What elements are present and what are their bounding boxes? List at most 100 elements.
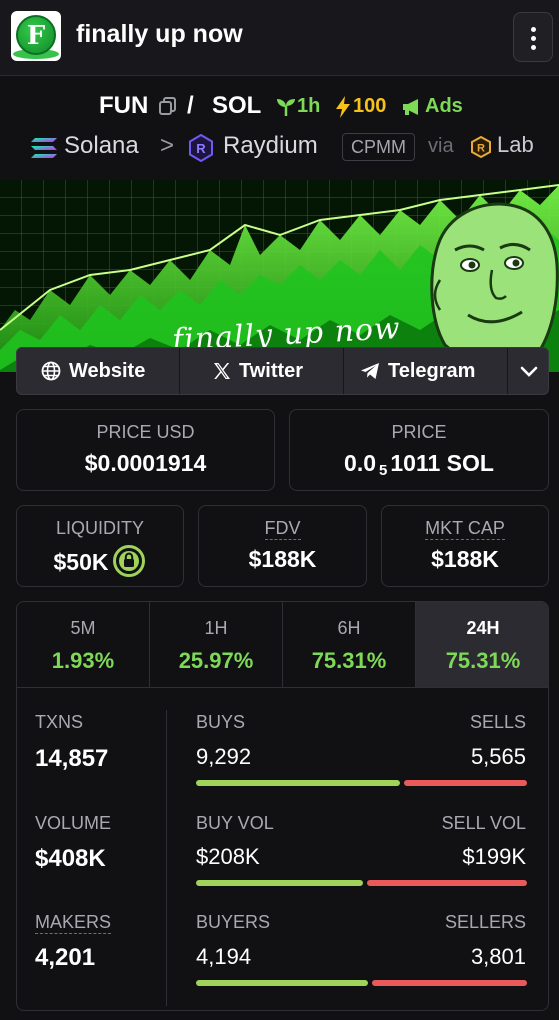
tab-change: 25.97% bbox=[178, 648, 254, 673]
sellers-label: SELLERS bbox=[444, 912, 526, 932]
fdv-card: FDV $188K bbox=[198, 505, 367, 587]
tab-24h[interactable]: 24H 75.31% bbox=[416, 602, 548, 688]
x-logo-icon bbox=[214, 363, 230, 379]
ads-link[interactable]: Ads bbox=[425, 95, 463, 117]
fdv-label: FDV bbox=[199, 518, 366, 540]
chain-row: Solana > R Raydium CPMM via R Lab bbox=[0, 130, 559, 164]
twitter-label: Twitter bbox=[239, 360, 304, 382]
lock-icon[interactable] bbox=[112, 544, 146, 578]
logo-disc: F bbox=[16, 15, 56, 55]
sell-vol-label: SELL VOL bbox=[441, 813, 526, 833]
chevron-down-icon bbox=[520, 366, 538, 377]
liquidity-value: $50K bbox=[17, 544, 183, 578]
fdv-label-text[interactable]: FDV bbox=[264, 518, 301, 540]
menu-dot bbox=[531, 45, 536, 50]
price-usd-card: PRICE USD $0.0001914 bbox=[16, 409, 275, 491]
buy-vol-value: $208K bbox=[196, 844, 260, 869]
makers-label: MAKERS bbox=[35, 912, 112, 934]
twitter-button[interactable]: Twitter bbox=[180, 348, 343, 394]
tab-label: 6H bbox=[337, 618, 361, 638]
makers-label-text[interactable]: MAKERS bbox=[35, 912, 112, 934]
price-prefix: 0.0 bbox=[344, 450, 377, 476]
chain-name[interactable]: Solana bbox=[64, 132, 139, 159]
price-native-value: 0.0 5 1011 SOL bbox=[290, 450, 548, 479]
logo-letter: F bbox=[26, 21, 46, 51]
buy-vol-bar bbox=[196, 880, 363, 886]
market-cap-value: $188K bbox=[431, 546, 499, 572]
svg-text:R: R bbox=[196, 141, 206, 156]
dex-name[interactable]: Raydium bbox=[223, 132, 318, 159]
market-cap-label: MKT CAP bbox=[382, 518, 548, 540]
social-links: Website Twitter Telegram bbox=[16, 347, 549, 395]
market-cap-card: MKT CAP $188K bbox=[381, 505, 549, 587]
liquidity-amount: $50K bbox=[53, 549, 109, 575]
top-bar: F finally up now bbox=[0, 0, 559, 76]
divider bbox=[507, 348, 508, 394]
buys-value: 9,292 bbox=[196, 744, 252, 769]
token-logo[interactable]: F bbox=[11, 11, 61, 61]
website-label: Website bbox=[69, 360, 146, 382]
menu-dot bbox=[531, 27, 536, 32]
stats-panel: 5M 1.93% 1H 25.97% 6H 75.31% 24H 75.31% … bbox=[16, 601, 549, 1011]
divider bbox=[343, 348, 344, 394]
sells-label: SELLS bbox=[469, 712, 526, 732]
fdv-value: $188K bbox=[248, 546, 317, 572]
buy-vol-label: BUY VOL bbox=[196, 813, 274, 833]
telegram-label: Telegram bbox=[388, 360, 476, 382]
solana-icon bbox=[31, 138, 57, 158]
pool-type-badge: CPMM bbox=[342, 133, 415, 161]
quote-symbol: SOL bbox=[212, 92, 262, 119]
buyers-bar bbox=[196, 980, 368, 986]
token-banner: finally up now bbox=[0, 180, 559, 372]
svg-text:R: R bbox=[477, 143, 485, 155]
tab-label: 1H bbox=[204, 618, 228, 638]
tab-change: 75.31% bbox=[445, 648, 521, 673]
pair-row: FUN / SOL 1h 100 Ads bbox=[0, 90, 559, 124]
sellers-bar bbox=[372, 980, 527, 986]
copy-icon[interactable] bbox=[158, 96, 178, 116]
pair-age: 1h bbox=[297, 95, 321, 117]
telegram-icon bbox=[361, 363, 379, 379]
tab-1h[interactable]: 1H 25.97% bbox=[150, 602, 283, 688]
launchpad-name[interactable]: Lab bbox=[497, 132, 534, 157]
wojak-face bbox=[430, 202, 559, 364]
sell-vol-bar bbox=[367, 880, 527, 886]
market-cap-label-text[interactable]: MKT CAP bbox=[425, 518, 505, 540]
website-button[interactable]: Website bbox=[17, 348, 179, 394]
makers-value: 4,201 bbox=[35, 944, 96, 971]
more-links-button[interactable] bbox=[508, 348, 549, 394]
boost-count[interactable]: 100 bbox=[353, 95, 387, 117]
chevron-right-icon: > bbox=[160, 132, 175, 159]
raydium-icon: R bbox=[189, 134, 213, 162]
buyers-label: BUYERS bbox=[196, 912, 271, 932]
sell-vol-value: $199K bbox=[462, 844, 526, 869]
liquidity-label: LIQUIDITY bbox=[55, 518, 144, 538]
price-native-card: PRICE 0.0 5 1011 SOL bbox=[289, 409, 549, 491]
bolt-icon[interactable] bbox=[333, 95, 353, 119]
banner-art bbox=[0, 180, 559, 372]
more-menu-button[interactable] bbox=[513, 12, 553, 62]
menu-dot bbox=[531, 36, 536, 41]
volume-label: VOLUME bbox=[35, 813, 112, 833]
tab-5m[interactable]: 5M 1.93% bbox=[17, 602, 150, 688]
sellers-value: 3,801 bbox=[470, 944, 526, 969]
price-zero-count: 5 bbox=[379, 462, 388, 479]
buys-bar bbox=[196, 780, 400, 786]
sprout-icon bbox=[277, 99, 295, 116]
tab-label: 5M bbox=[70, 618, 96, 638]
tab-change: 1.93% bbox=[51, 648, 115, 673]
megaphone-icon bbox=[403, 99, 418, 115]
buys-label: BUYS bbox=[196, 712, 246, 732]
lab-icon: R bbox=[471, 136, 491, 158]
price-digits: 1011 SOL bbox=[390, 450, 494, 476]
sells-bar bbox=[404, 780, 527, 786]
tab-6h[interactable]: 6H 75.31% bbox=[283, 602, 416, 688]
txns-value: 14,857 bbox=[35, 745, 109, 772]
sells-value: 5,565 bbox=[470, 744, 526, 769]
price-usd-label: PRICE USD bbox=[96, 422, 195, 442]
price-native-label: PRICE bbox=[391, 422, 447, 442]
via-label: via bbox=[428, 135, 454, 157]
price-usd-value: $0.0001914 bbox=[84, 450, 207, 476]
telegram-button[interactable]: Telegram bbox=[344, 348, 507, 394]
column-divider bbox=[166, 710, 167, 1006]
